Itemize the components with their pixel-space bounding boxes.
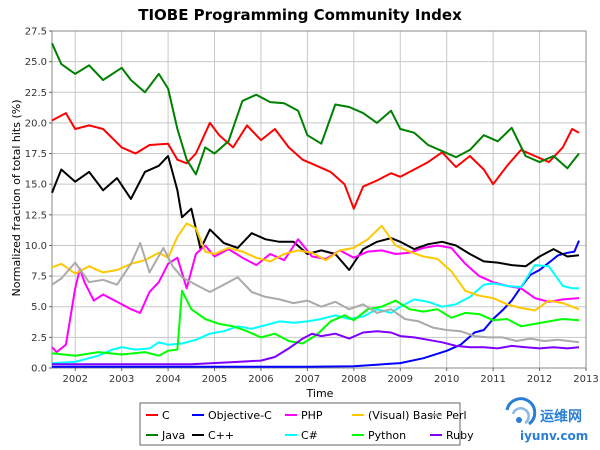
series-line-perl [51, 242, 580, 344]
y-tick-label: 0.0 [31, 364, 47, 375]
series-lines [51, 42, 580, 368]
x-tick-label: 2004 [155, 374, 180, 385]
y-tick-label: 7.5 [31, 272, 47, 283]
series-line-java [51, 42, 580, 176]
y-tick-label: 22.5 [25, 88, 47, 99]
x-tick-label: 2012 [527, 374, 552, 385]
legend-label-c: C++ [208, 429, 234, 442]
y-tick-label: 10.0 [25, 241, 47, 252]
series-line-objective-c [52, 240, 580, 368]
x-tick-label: 2007 [295, 374, 320, 385]
legend-label-c: C [162, 409, 170, 422]
chart-title: TIOBE Programming Community Index [138, 6, 462, 24]
x-tick-label: 2005 [202, 374, 227, 385]
legend-label-php: PHP [301, 409, 323, 422]
x-tick-label: 2008 [341, 374, 366, 385]
x-tick-label: 2011 [480, 374, 505, 385]
plot-area-frame [51, 30, 587, 369]
y-tick-label: 17.5 [25, 149, 47, 160]
watermark-cn-text: 运维网 [540, 408, 582, 425]
x-tick-label: 2006 [248, 374, 273, 385]
legend-label-ruby: Ruby [446, 429, 474, 442]
y-tick-label: 5.0 [31, 302, 47, 313]
y-tick-label: 20.0 [25, 118, 47, 129]
series-line-ruby [52, 330, 580, 366]
legend-label-perl: Perl [446, 409, 467, 422]
legend-label-objective-c: Objective-C [208, 409, 272, 422]
watermark-logo-icon [505, 397, 537, 426]
x-tick-label: 2010 [434, 374, 459, 385]
series-line-visual-basic [51, 222, 580, 312]
series-line-python [51, 289, 580, 357]
series-line-c [51, 112, 580, 210]
y-tick-label: 27.5 [25, 27, 47, 38]
y-tick-label: 25.0 [25, 57, 47, 68]
x-axis-ticks: 2002 2003 2004 2005 2006 2007 2008 2009 2010 2011… [62, 368, 599, 385]
x-tick-label: 2009 [388, 374, 413, 385]
watermark-domain-text: iyunv.com [520, 429, 588, 443]
x-tick-label: 2013 [573, 374, 598, 385]
watermark: 运维网 iyunv.com [505, 397, 588, 443]
series-line-c [51, 155, 580, 271]
legend-label-c: C# [301, 429, 318, 442]
legend-label-python: Python [368, 429, 406, 442]
y-axis-label: Normalized fraction of total hits (%) [10, 100, 23, 297]
legend: C Objective-C PHP (Visual) Basic Perl Java C++… [139, 402, 474, 446]
legend-label-java: Java [161, 429, 185, 442]
x-axis-label: Time [306, 387, 334, 400]
x-tick-label: 2003 [109, 374, 134, 385]
y-tick-label: 12.5 [25, 210, 47, 221]
y-axis-ticks: 0.0 2.5 5.0 7.5 10.0 12.5 15.0 17.5 20.0 22.5 25.0… [25, 27, 52, 375]
legend-box [139, 402, 461, 446]
series-line-c [51, 264, 579, 365]
x-tick-label: 2002 [62, 374, 87, 385]
y-tick-label: 2.5 [31, 333, 47, 344]
legend-label-visual-basic: (Visual) Basic [368, 409, 442, 422]
y-tick-label: 15.0 [25, 180, 47, 191]
